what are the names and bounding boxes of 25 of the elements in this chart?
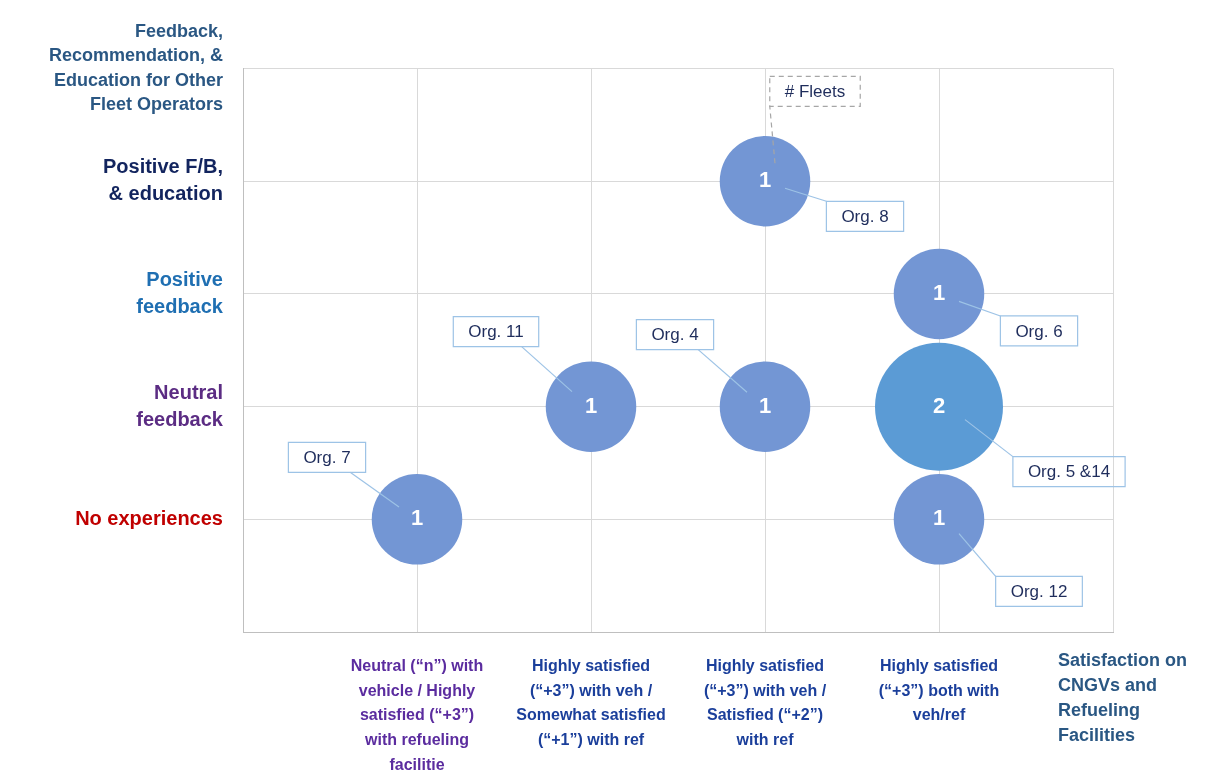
category-label: Neutral feedback [136, 380, 223, 430]
annotation: Org. 4 [651, 325, 699, 345]
category-label: Positive feedback [136, 267, 223, 317]
data-label: 1 [932, 505, 946, 531]
x-tick-label: Highly satisfied (“+3”) both with veh/ref [878, 656, 1000, 724]
data-label: 2 [932, 392, 946, 418]
x-axis-title: Satisfaction on CNGVs and Refueling Facilities [1058, 649, 1188, 745]
data-label: 1 [758, 167, 772, 193]
x-tick-label: Highly satisfied (“+3”) with veh / Satisfied (“+2”) with ref [703, 656, 827, 749]
annotation: Org. 6 [1015, 321, 1063, 341]
data-label: 1 [758, 392, 772, 418]
data-label: 1 [932, 280, 946, 306]
x-tick-label: Highly satisfied (“+3”) with veh / Somewhat satisfied (“+1”) with ref [516, 656, 666, 749]
annotation: Org. 8 [841, 206, 889, 226]
category-label: No experiences [75, 506, 223, 529]
text: # Fleets [784, 81, 846, 101]
data-label: 1 [410, 505, 424, 531]
annotation: Org. 5 &14 [1027, 462, 1111, 482]
x-tick-label: Neutral (“n”) with vehicle / Highly satisfied (“+3”) with refueling facilitie [350, 656, 484, 773]
category-label: Positive F/B, & education [102, 155, 223, 205]
annotation: Org. 11 [468, 322, 524, 342]
data-label: 1 [584, 392, 598, 418]
category-label: Feedback, Recommendation, & Education for Other Fleet Operators [48, 21, 223, 115]
text: Org. 12 [1010, 582, 1068, 602]
annotation: Org. 7 [303, 448, 351, 468]
